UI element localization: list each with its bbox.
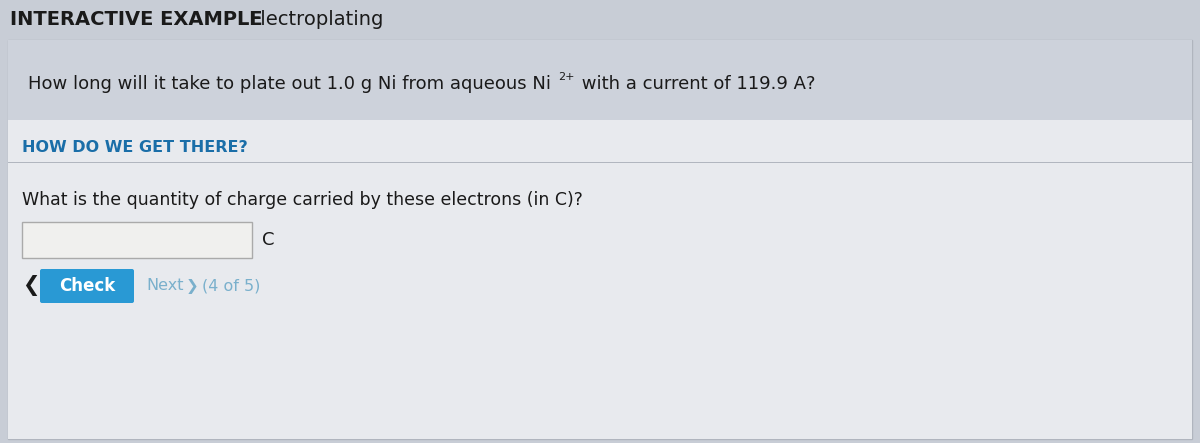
FancyBboxPatch shape bbox=[40, 269, 134, 303]
Text: (4 of 5): (4 of 5) bbox=[202, 279, 260, 294]
FancyBboxPatch shape bbox=[8, 40, 1192, 120]
Text: ❮: ❮ bbox=[22, 276, 40, 296]
Text: C: C bbox=[262, 231, 275, 249]
Text: ❯: ❯ bbox=[186, 279, 199, 294]
FancyBboxPatch shape bbox=[8, 120, 1192, 439]
FancyBboxPatch shape bbox=[8, 40, 1192, 439]
Text: How long will it take to plate out 1.0 g Ni from aqueous Ni: How long will it take to plate out 1.0 g… bbox=[28, 75, 551, 93]
Text: INTERACTIVE EXAMPLE: INTERACTIVE EXAMPLE bbox=[10, 9, 263, 28]
Text: Check: Check bbox=[59, 277, 115, 295]
Text: What is the quantity of charge carried by these electrons (in C)?: What is the quantity of charge carried b… bbox=[22, 191, 583, 209]
Text: 2+: 2+ bbox=[558, 72, 575, 82]
FancyBboxPatch shape bbox=[22, 222, 252, 258]
Text: with a current of 119.9 A?: with a current of 119.9 A? bbox=[576, 75, 816, 93]
Text: Next: Next bbox=[146, 279, 184, 294]
FancyBboxPatch shape bbox=[0, 0, 1200, 38]
Text: HOW DO WE GET THERE?: HOW DO WE GET THERE? bbox=[22, 140, 247, 155]
Text: Electroplating: Electroplating bbox=[248, 9, 383, 28]
